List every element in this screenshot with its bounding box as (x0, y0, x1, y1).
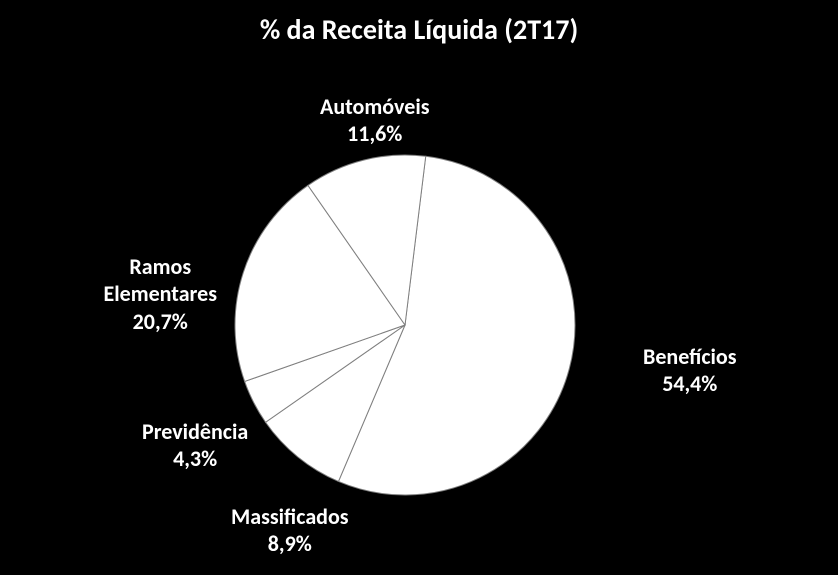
label-slice-ramos-elementares: RamosElementares20,7% (104, 253, 217, 336)
label-slice-previdencia: Previdência4,3% (142, 418, 248, 473)
label-slice-automoveis: Automóveis11,6% (320, 93, 430, 148)
label-slice-massificados: Massificados8,9% (231, 503, 349, 558)
label-slice-beneficios: Benefícios54,4% (643, 343, 737, 398)
chart-container: % da Receita Líquida (2T17) Benefícios54… (0, 0, 838, 575)
